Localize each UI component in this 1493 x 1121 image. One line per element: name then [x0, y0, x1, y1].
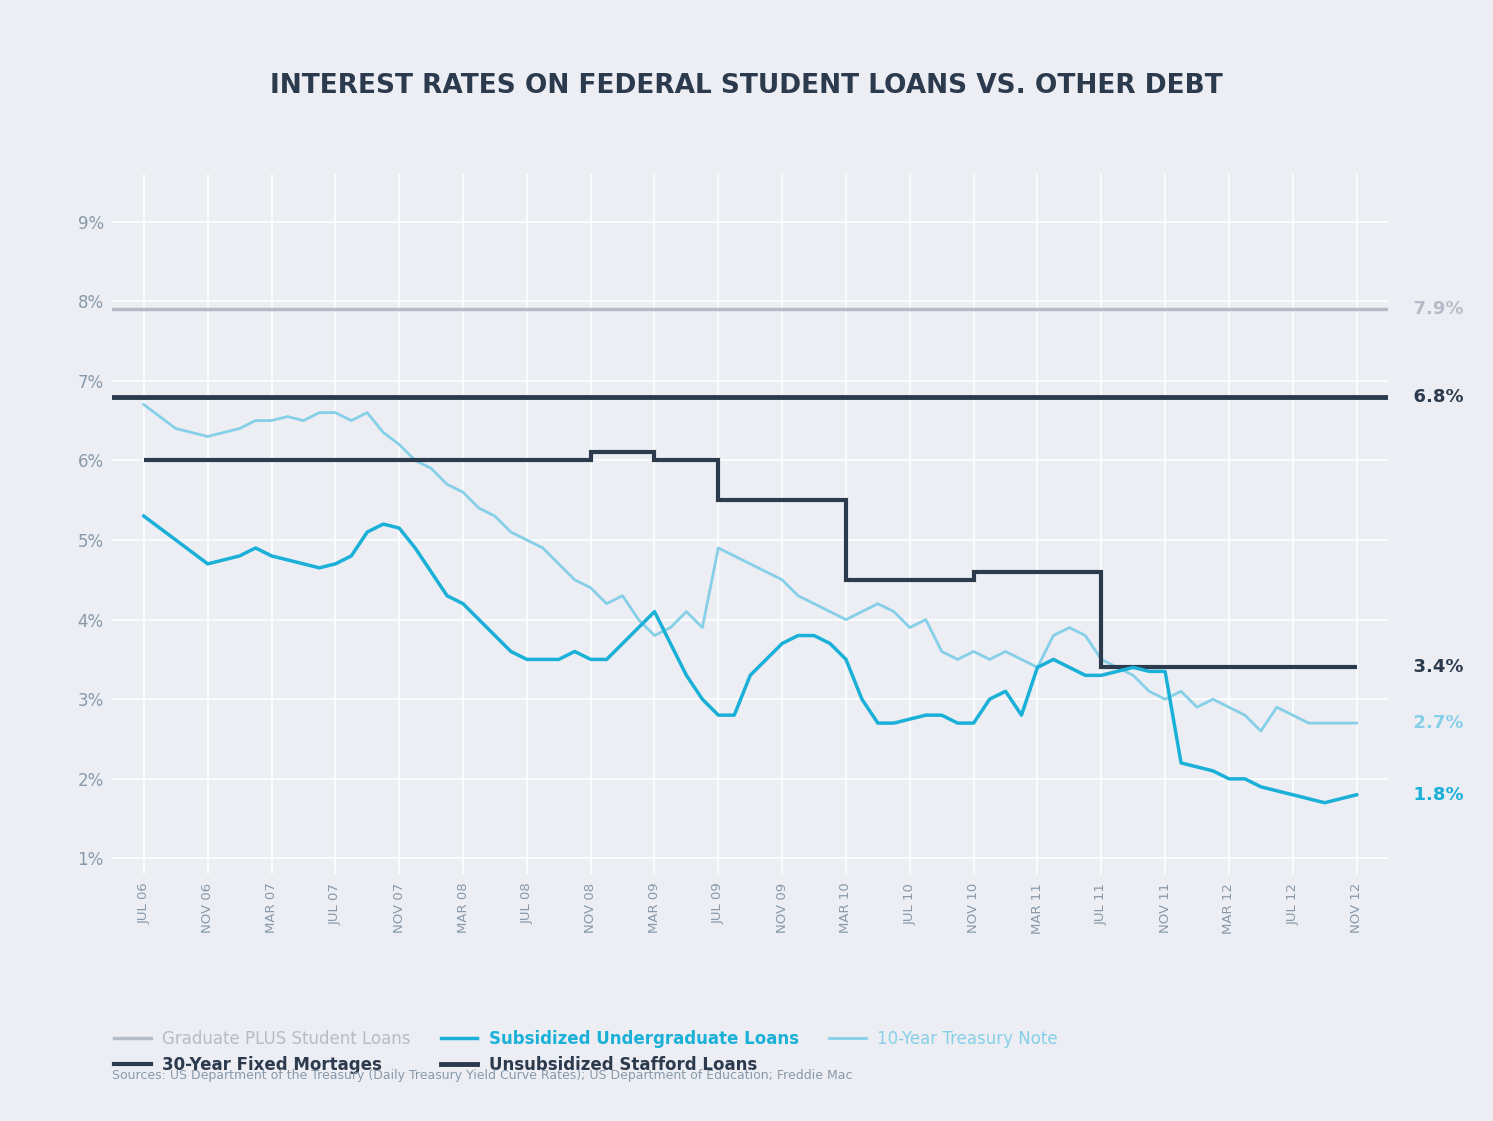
Legend: Graduate PLUS Student Loans, 30-Year Fixed Mortages, Subsidized Undergraduate Lo: Graduate PLUS Student Loans, 30-Year Fix… [113, 1030, 1059, 1074]
Text: 6.8%: 6.8% [1402, 388, 1463, 406]
Text: Sources: US Department of the Treasury (Daily Treasury Yield Curve Rates); US De: Sources: US Department of the Treasury (… [112, 1068, 853, 1082]
Text: 3.4%: 3.4% [1402, 658, 1463, 676]
Text: INTEREST RATES ON FEDERAL STUDENT LOANS VS. OTHER DEBT: INTEREST RATES ON FEDERAL STUDENT LOANS … [270, 73, 1223, 99]
Text: 1.8%: 1.8% [1402, 786, 1463, 804]
Text: 2.7%: 2.7% [1402, 714, 1463, 732]
Text: 7.9%: 7.9% [1402, 300, 1463, 318]
